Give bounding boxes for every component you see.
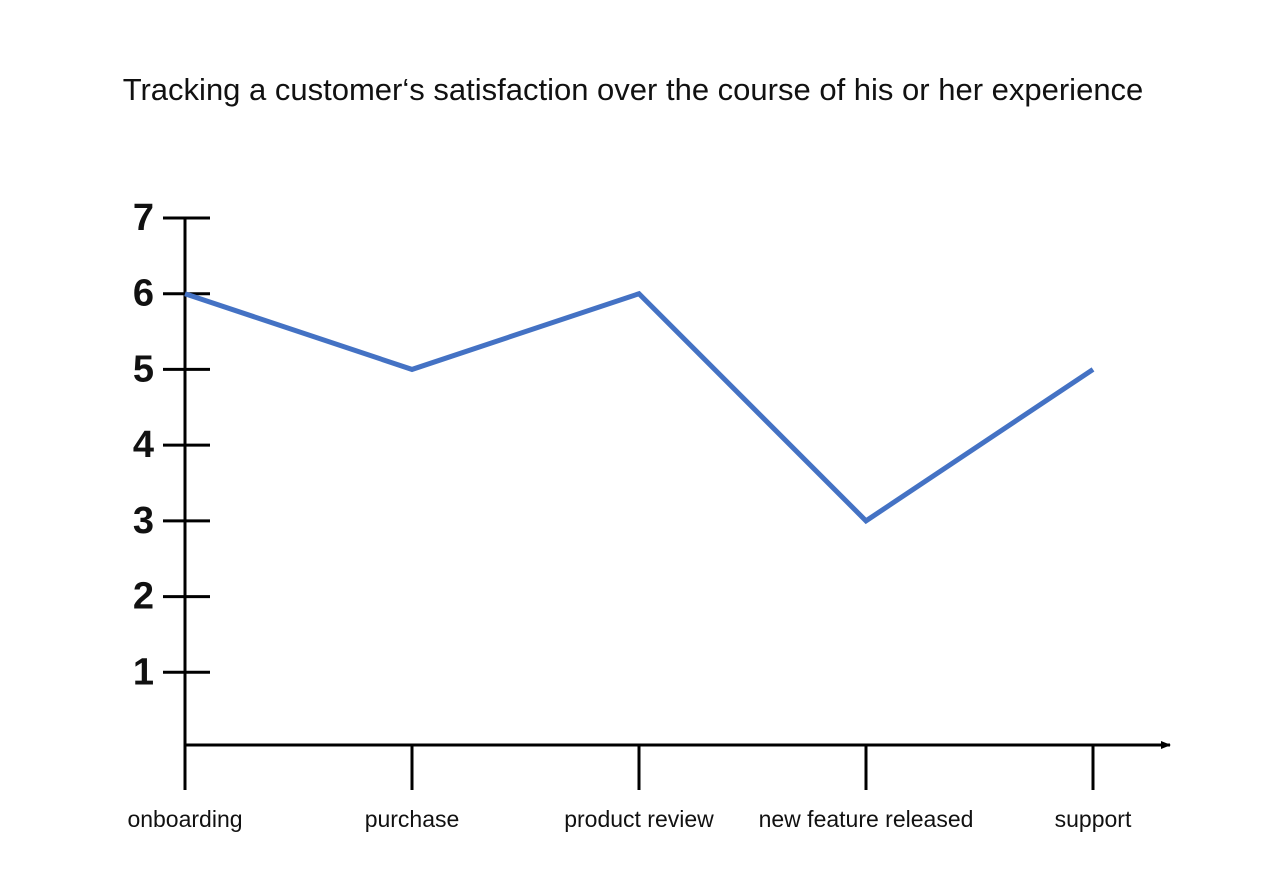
data-line [184,290,1095,525]
x-tick-label: new feature released [759,806,974,832]
y-tick-label: 3 [133,500,154,542]
y-tick-label: 2 [133,576,154,618]
x-tick-label: support [1055,806,1132,832]
y-tick-label: 4 [133,424,154,466]
y-tick-label: 7 [133,197,154,239]
chart-title: Tracking a customer‘s satisfaction over … [123,72,1144,107]
y-tick-label: 5 [133,348,154,390]
x-tick-label: onboarding [127,806,242,832]
x-tick-label: product review [564,806,714,832]
y-tick-label: 1 [133,651,154,693]
x-tick-label: purchase [365,806,460,832]
y-tick-label: 6 [133,273,154,315]
